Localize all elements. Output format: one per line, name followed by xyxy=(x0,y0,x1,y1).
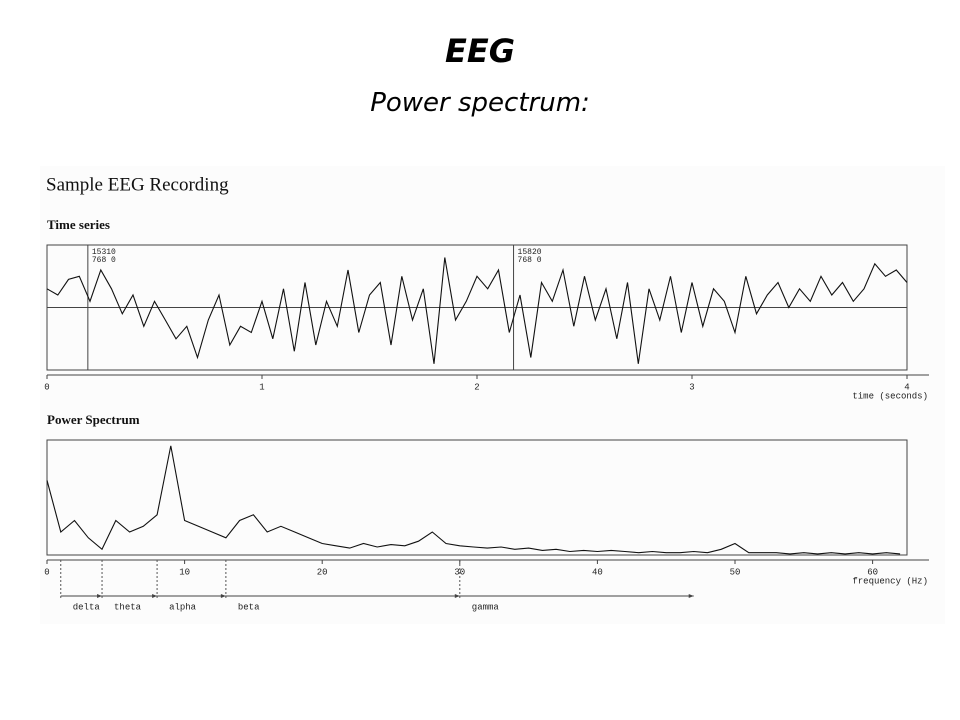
slide-subtitle: Power spectrum: xyxy=(370,88,590,118)
x-tick-label: 2 xyxy=(474,382,479,392)
band-arrowhead xyxy=(688,594,694,598)
band-arrowhead xyxy=(454,594,460,598)
marker-label: 768 0 xyxy=(92,256,116,265)
band-label: beta xyxy=(238,602,260,612)
x-tick-label: 4 xyxy=(904,382,909,392)
x-tick-label: 60 xyxy=(867,567,878,577)
x-tick-label: 1 xyxy=(259,382,264,392)
marker-label: 15820 xyxy=(518,248,542,257)
x-axis-label: time (seconds) xyxy=(852,391,928,401)
x-tick-label: 10 xyxy=(179,567,190,577)
figure-title: Sample EEG Recording xyxy=(46,174,229,195)
x-tick-label: 0 xyxy=(44,567,49,577)
x-tick-label: 20 xyxy=(317,567,328,577)
chart-title: Power Spectrum xyxy=(47,412,140,427)
marker-label: 15310 xyxy=(92,248,116,257)
x-axis-label: frequency (Hz) xyxy=(852,576,928,586)
x-tick-label: 50 xyxy=(730,567,741,577)
x-tick-label: 3 xyxy=(689,382,694,392)
band-label: gamma xyxy=(472,602,500,612)
band-arrowhead xyxy=(152,594,158,598)
marker-label: 768 0 xyxy=(518,256,542,265)
chart-title: Time series xyxy=(47,217,110,232)
band-label: alpha xyxy=(169,602,197,612)
band-arrowhead xyxy=(97,594,103,598)
plot-frame xyxy=(46,439,908,556)
series-line xyxy=(46,445,901,555)
band-label: delta xyxy=(73,602,101,612)
x-tick-label: 0 xyxy=(44,382,49,392)
series-line xyxy=(46,257,908,364)
band-label: theta xyxy=(114,602,142,612)
x-tick-label: 40 xyxy=(592,567,603,577)
band-arrowhead xyxy=(220,594,226,598)
slide-title: EEG xyxy=(445,32,515,70)
